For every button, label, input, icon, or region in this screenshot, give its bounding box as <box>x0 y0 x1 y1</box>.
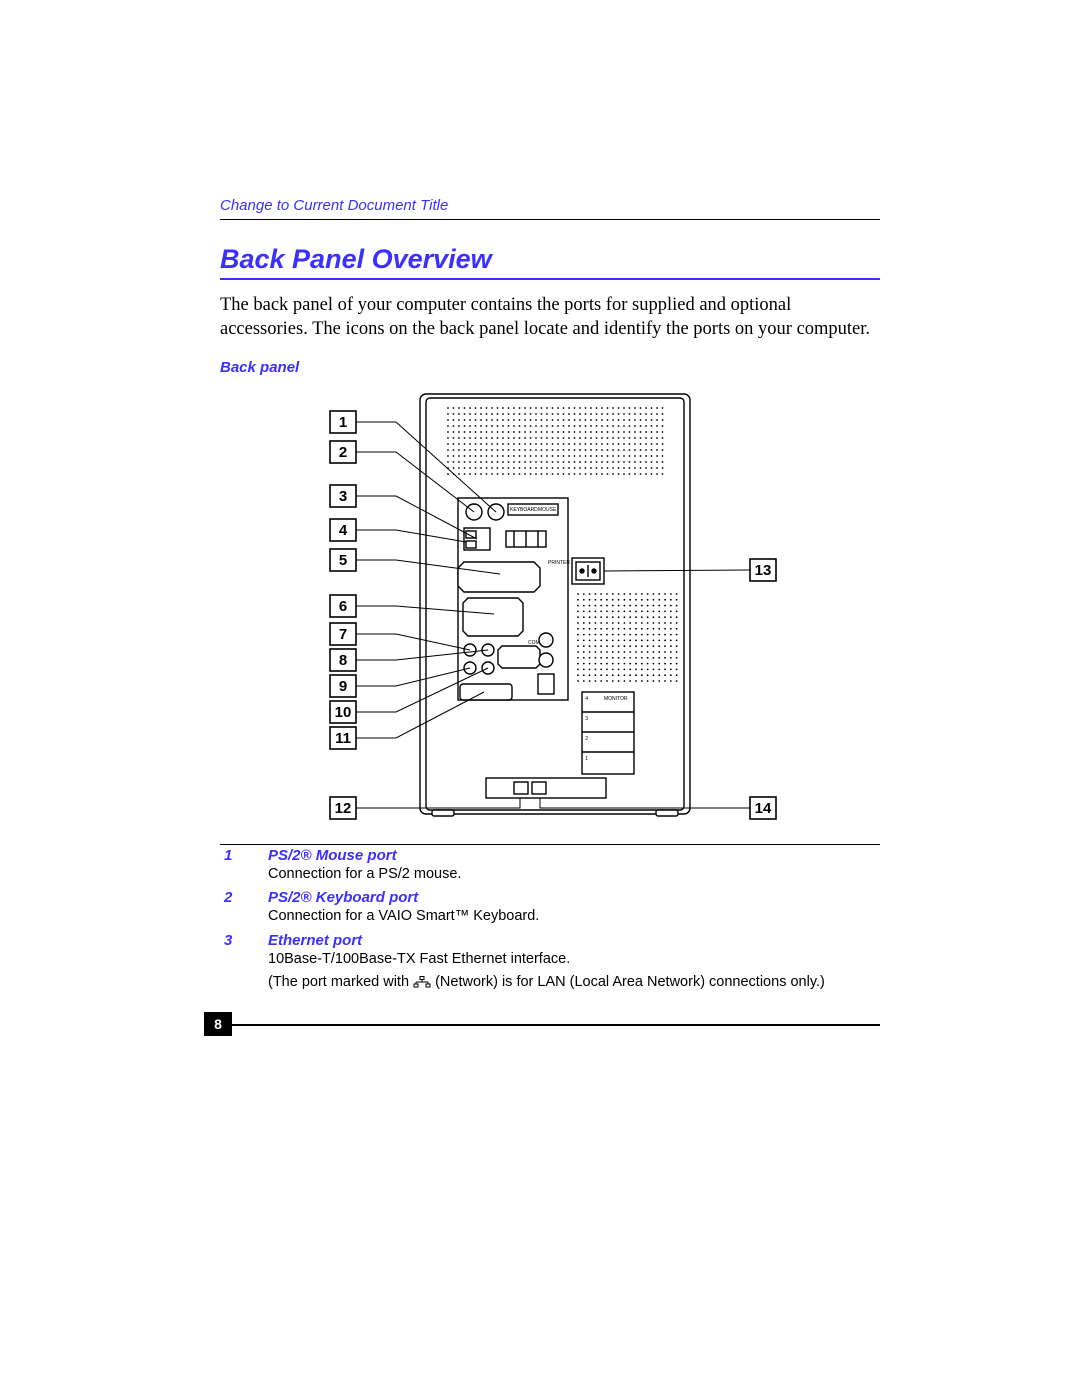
page-number: 8 <box>204 1012 232 1036</box>
section-body: The back panel of your computer contains… <box>220 294 880 341</box>
svg-text:4: 4 <box>339 522 348 539</box>
legend-table: 1PS/2® Mouse portConnection for a PS/2 m… <box>220 844 880 995</box>
svg-text:3: 3 <box>339 488 347 505</box>
legend-row: 1PS/2® Mouse portConnection for a PS/2 m… <box>220 845 880 887</box>
label-slot4: 4 <box>585 696 588 702</box>
label-printer: PRINTER <box>548 560 570 566</box>
legend-desc: Connection for a PS/2 mouse. <box>268 864 880 887</box>
svg-text:8: 8 <box>339 652 347 669</box>
label-mouse: MOUSE <box>538 507 557 513</box>
legend-desc: Connection for a VAIO Smart™ Keyboard. <box>268 906 880 929</box>
title-underline <box>220 278 880 280</box>
svg-text:12: 12 <box>335 800 352 817</box>
legend-desc: 10Base-T/100Base-TX Fast Ethernet interf… <box>268 949 880 972</box>
legend-title: Ethernet port <box>268 930 880 949</box>
footer-rule <box>232 1024 880 1026</box>
legend-number: 2 <box>220 887 268 906</box>
label-keyboard: KEYBOARD <box>510 507 538 513</box>
svg-text:1: 1 <box>339 414 347 431</box>
label-slot2: 2 <box>585 736 588 742</box>
svg-text:5: 5 <box>339 552 347 569</box>
svg-text:6: 6 <box>339 598 347 615</box>
legend-row: 2PS/2® Keyboard portConnection for a VAI… <box>220 887 880 929</box>
svg-text:7: 7 <box>339 626 347 643</box>
svg-text:2: 2 <box>339 444 347 461</box>
legend-title: PS/2® Mouse port <box>268 845 880 864</box>
doc-title: Change to Current Document Title <box>220 197 880 214</box>
figure-caption: Back panel <box>220 359 880 376</box>
svg-text:9: 9 <box>339 678 347 695</box>
label-com: COM <box>528 640 540 646</box>
legend-number: 1 <box>220 845 268 864</box>
back-panel-figure: 123456789101112 1314 KEYBOARD MOUSE PRIN… <box>220 384 880 834</box>
label-slot3: 3 <box>585 716 588 722</box>
header-rule <box>220 219 880 220</box>
legend-desc: (The port marked with (Network) is for L… <box>268 972 880 995</box>
legend-title: PS/2® Keyboard port <box>268 887 880 906</box>
svg-text:11: 11 <box>335 730 351 747</box>
network-icon <box>413 974 431 990</box>
svg-text:13: 13 <box>755 562 772 579</box>
legend-number: 3 <box>220 930 268 949</box>
legend-row: 3Ethernet port10Base-T/100Base-TX Fast E… <box>220 930 880 995</box>
label-slot1: 1 <box>585 756 588 762</box>
svg-text:10: 10 <box>335 704 352 721</box>
section-title: Back Panel Overview <box>220 244 880 275</box>
label-monitor: MONITOR <box>604 696 628 702</box>
svg-text:14: 14 <box>755 800 772 817</box>
